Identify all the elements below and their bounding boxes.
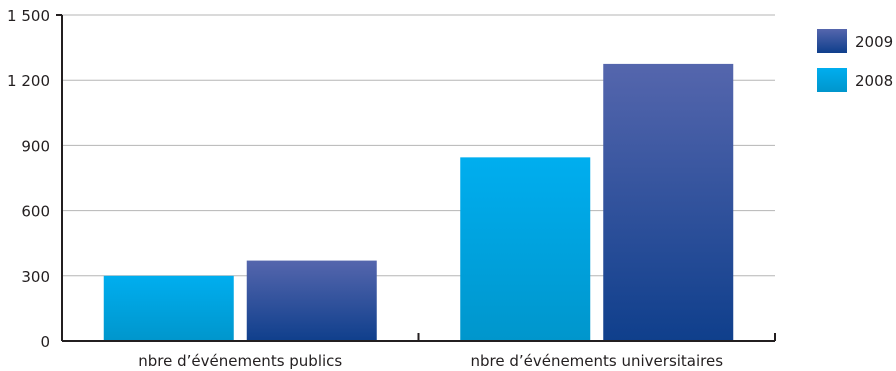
legend-label: 2008 [855,72,893,90]
legend-swatch-2008 [817,68,847,92]
y-tick-label: 0 [40,333,50,351]
legend-swatch-2009 [817,29,847,53]
legend: 2009 2008 [817,29,893,92]
y-tick-label: 1 500 [7,7,50,25]
bars [103,63,734,342]
x-category-label: nbre d’événements publics [138,352,342,370]
bar-2008-2 [460,157,591,341]
x-category-label: nbre d’événements universitaires [470,352,723,370]
bar-2009-2 [603,63,734,342]
category-labels: nbre d’événements publics nbre d’événemen… [138,352,723,370]
axes [56,14,776,342]
y-tick-label: 300 [21,268,50,286]
y-tick-label: 1 200 [7,72,50,90]
legend-label: 2009 [855,33,893,51]
bar-2008-1 [103,275,234,341]
y-tick-label: 900 [21,137,50,155]
y-tick-label: 600 [21,203,50,221]
bar-2009-1 [246,260,377,341]
y-axis-ticks: 0 300 600 900 1 200 1 500 [7,7,50,351]
